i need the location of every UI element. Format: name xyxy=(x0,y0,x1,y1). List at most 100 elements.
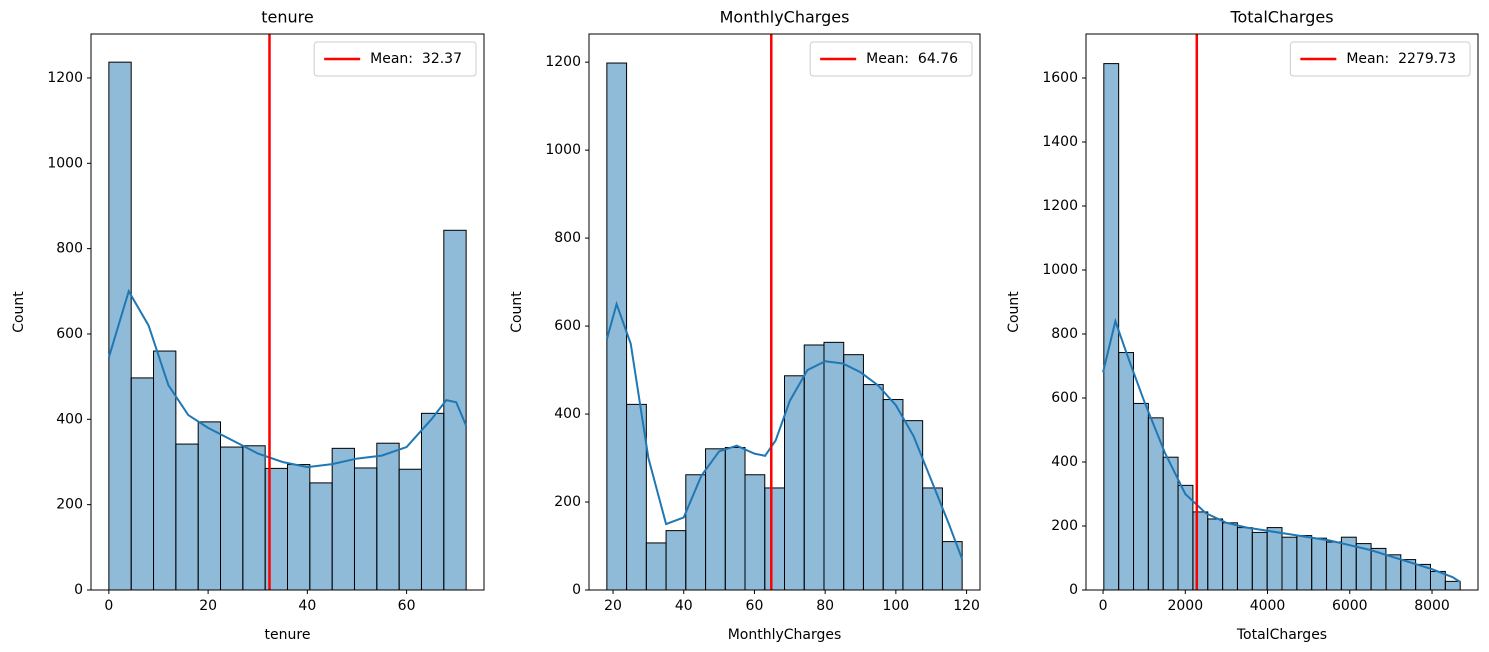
bar xyxy=(1326,541,1342,591)
y-tick-label: 1000 xyxy=(545,142,581,158)
bar xyxy=(1311,537,1328,591)
legend: Mean: 64.76 xyxy=(809,41,973,77)
bar xyxy=(130,377,155,591)
legend-label: Mean: 64.76 xyxy=(866,51,958,67)
x-tick-label: 2000 xyxy=(1167,598,1203,614)
bar xyxy=(843,354,864,591)
legend-box xyxy=(313,41,477,77)
y-tick-label: 1600 xyxy=(1042,70,1078,86)
y-tick-label: 400 xyxy=(56,411,83,427)
axes-frame xyxy=(588,33,981,591)
bar xyxy=(443,229,467,591)
x-axis-label: tenure xyxy=(265,627,311,643)
bar xyxy=(1266,527,1283,591)
bar xyxy=(1222,522,1238,591)
bar xyxy=(1207,518,1224,591)
y-tick-label: 200 xyxy=(56,497,83,513)
bar xyxy=(882,399,904,591)
bar xyxy=(420,412,445,591)
bar xyxy=(1118,352,1135,591)
bar xyxy=(242,445,266,591)
axes-frame xyxy=(90,33,485,591)
y-tick-label: 400 xyxy=(554,406,581,422)
x-axis-label: MonthlyCharges xyxy=(728,627,842,643)
y-tick-label: 1200 xyxy=(545,54,581,70)
bar xyxy=(685,474,707,591)
y-tick-label: 0 xyxy=(572,582,581,598)
x-tick-label: 40 xyxy=(675,598,693,614)
y-tick-label: 800 xyxy=(554,230,581,246)
bar xyxy=(287,464,311,591)
x-tick-label: 100 xyxy=(882,598,909,614)
bar xyxy=(220,446,244,591)
bar xyxy=(331,447,355,591)
legend-box xyxy=(1289,41,1471,77)
y-tick-label: 0 xyxy=(1069,582,1078,598)
y-tick-label: 800 xyxy=(56,241,83,257)
legend: Mean: 2279.73 xyxy=(1289,41,1471,77)
x-tick-label: 0 xyxy=(104,598,113,614)
y-tick-label: 1000 xyxy=(1042,262,1078,278)
y-tick-label: 600 xyxy=(1051,390,1078,406)
bar xyxy=(626,403,647,591)
x-tick-label: 80 xyxy=(816,598,834,614)
y-tick-label: 800 xyxy=(1051,326,1078,342)
y-tick-label: 200 xyxy=(554,494,581,510)
y-tick-label: 1200 xyxy=(1042,198,1078,214)
y-tick-label: 0 xyxy=(74,582,83,598)
x-tick-label: 60 xyxy=(746,598,764,614)
bar xyxy=(1296,535,1313,591)
x-tick-label: 20 xyxy=(199,598,217,614)
bar xyxy=(153,350,177,591)
bar xyxy=(823,341,845,591)
bar xyxy=(1444,580,1461,591)
axes-frame xyxy=(1085,33,1479,591)
bar xyxy=(803,344,825,591)
y-tick-label: 1000 xyxy=(47,155,83,171)
chart-title: TotalCharges xyxy=(1229,8,1333,27)
y-tick-label: 1200 xyxy=(47,70,83,86)
x-tick-label: 0 xyxy=(1099,598,1108,614)
y-tick-label: 200 xyxy=(1051,518,1078,534)
y-tick-label: 600 xyxy=(554,318,581,334)
legend-box xyxy=(809,41,973,77)
bar xyxy=(665,530,687,591)
bar xyxy=(1192,511,1209,591)
x-tick-label: 20 xyxy=(604,598,622,614)
legend-label: Mean: 32.37 xyxy=(370,51,462,67)
kde-line xyxy=(107,288,468,469)
x-tick-label: 60 xyxy=(398,598,416,614)
bar xyxy=(764,487,786,591)
bar xyxy=(1236,527,1253,591)
legend: Mean: 32.37 xyxy=(313,41,477,77)
bar xyxy=(645,542,667,591)
bar xyxy=(862,384,884,591)
bar xyxy=(108,61,132,591)
x-tick-label: 120 xyxy=(953,598,980,614)
bar xyxy=(376,442,400,591)
bar xyxy=(1133,402,1149,591)
chart-title: tenure xyxy=(261,8,313,27)
x-tick-label: 8000 xyxy=(1414,598,1450,614)
bar xyxy=(922,487,943,591)
x-tick-label: 4000 xyxy=(1250,598,1286,614)
bar xyxy=(902,420,924,591)
bar xyxy=(1177,484,1194,591)
bar xyxy=(1281,536,1298,591)
x-tick-label: 6000 xyxy=(1332,598,1368,614)
bar xyxy=(398,468,422,591)
y-tick-label: 400 xyxy=(1051,454,1078,470)
x-tick-label: 40 xyxy=(298,598,316,614)
chart-title: MonthlyCharges xyxy=(720,8,850,27)
bar xyxy=(744,474,766,591)
y-axis-label: Count xyxy=(509,291,525,333)
y-tick-label: 1400 xyxy=(1042,134,1078,150)
bar xyxy=(724,446,746,591)
kde-line xyxy=(1102,317,1461,583)
x-axis-label: TotalCharges xyxy=(1236,627,1327,643)
legend-label: Mean: 2279.73 xyxy=(1346,51,1456,67)
bar xyxy=(175,443,199,591)
bar xyxy=(1251,531,1268,591)
